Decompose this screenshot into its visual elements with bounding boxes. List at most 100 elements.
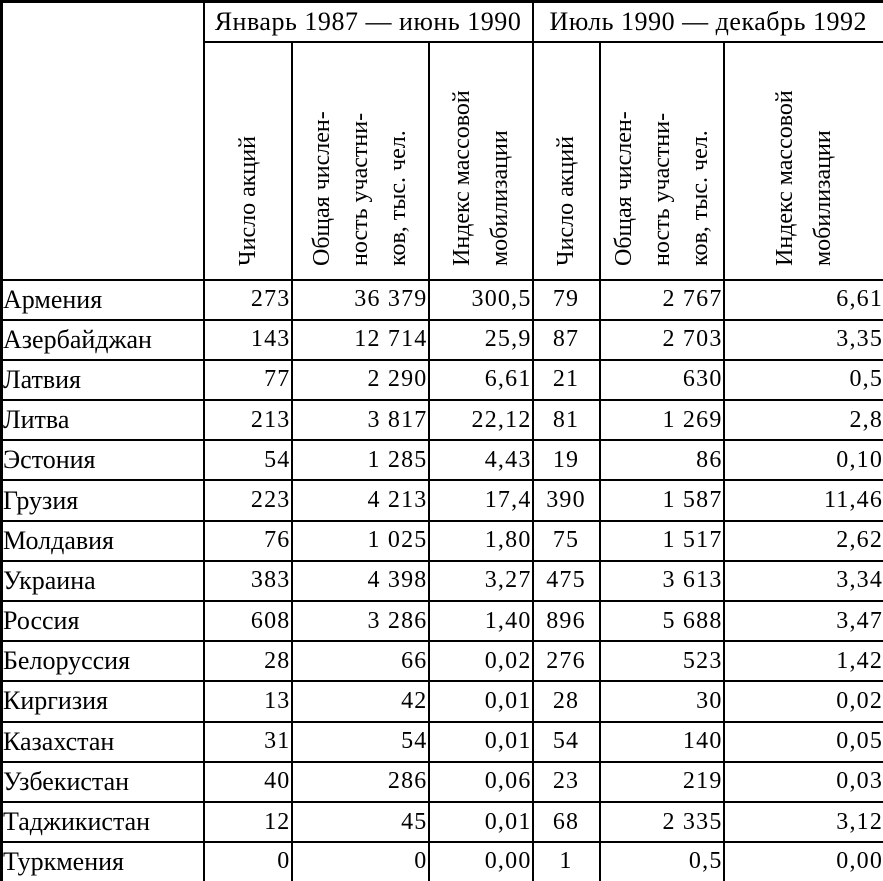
- value-cell: 475: [531, 559, 601, 603]
- value-cell: 54: [531, 720, 601, 763]
- table-row: Грузия 223 4 213 17,4 390 1 587 11,46: [0, 479, 883, 522]
- value-cell: 0,01: [427, 680, 534, 723]
- value-cell: 2 290: [290, 358, 430, 402]
- value-cell: 896: [531, 599, 601, 643]
- value-cell: 75: [531, 519, 601, 562]
- value-cell: 3,47: [722, 599, 883, 643]
- value-cell: 630: [598, 358, 725, 402]
- value-cell: 3 286: [290, 599, 430, 643]
- region-name: Азербайджан: [0, 318, 205, 361]
- value-cell: 1 269: [598, 399, 725, 442]
- value-cell: 19: [531, 439, 601, 482]
- value-cell: 3 613: [598, 559, 725, 603]
- value-cell: 86: [598, 439, 725, 482]
- value-cell: 273: [202, 278, 293, 321]
- value-cell: 1,40: [427, 599, 534, 643]
- value-cell: 68: [531, 800, 601, 844]
- value-cell: 0,5: [722, 358, 883, 402]
- value-cell: 0,05: [722, 720, 883, 763]
- region-name: Литва: [0, 399, 205, 442]
- value-cell: 22,12: [427, 399, 534, 442]
- value-cell: 81: [531, 399, 601, 442]
- value-cell: 3,27: [427, 559, 534, 603]
- value-cell: 0,00: [427, 841, 534, 881]
- value-cell: 77: [202, 358, 293, 402]
- region-name: Армения: [0, 278, 205, 321]
- value-cell: 1 285: [290, 439, 430, 482]
- region-name: Узбекистан: [0, 760, 205, 803]
- region-column-header-cell: [0, 0, 205, 281]
- vertical-label: Индекс массовой мобилизации: [771, 89, 836, 266]
- value-cell: 143: [202, 318, 293, 361]
- value-cell: 1,42: [722, 640, 883, 683]
- value-cell: 1 025: [290, 519, 430, 562]
- region-name: Латвия: [0, 358, 205, 402]
- value-cell: 54: [290, 720, 430, 763]
- table-row: Азербайджан 143 12 714 25,9 87 2 703 3,35: [0, 318, 883, 361]
- value-cell: 3,34: [722, 559, 883, 603]
- value-cell: 17,4: [427, 479, 534, 522]
- value-cell: 1: [531, 841, 601, 881]
- value-cell: 76: [202, 519, 293, 562]
- value-cell: 3 817: [290, 399, 430, 442]
- value-cell: 0,5: [598, 841, 725, 881]
- table-body: Армения 273 36 379 300,5 79 2 767 6,61 Азербайд…: [0, 278, 883, 881]
- value-cell: 23: [531, 760, 601, 803]
- vertical-label: Индекс массовой мобилизации: [448, 89, 512, 266]
- value-cell: 40: [202, 760, 293, 803]
- value-cell: 523: [598, 640, 725, 683]
- value-cell: 25,9: [427, 318, 534, 361]
- value-cell: 36 379: [290, 278, 430, 321]
- value-cell: 4,43: [427, 439, 534, 482]
- value-cell: 0: [202, 841, 293, 881]
- value-cell: 276: [531, 640, 601, 683]
- value-cell: 286: [290, 760, 430, 803]
- region-name: Украина: [0, 559, 205, 603]
- region-name: Молдавия: [0, 519, 205, 562]
- value-cell: 11,46: [722, 479, 883, 522]
- table-row: Белоруссия 28 66 0,02 276 523 1,42: [0, 640, 883, 683]
- period-2-header: Июль 1990 — декабрь 1992: [531, 0, 883, 43]
- value-cell: 2 335: [598, 800, 725, 844]
- column-header-actions-p2: Число акций: [531, 40, 601, 281]
- value-cell: 31: [202, 720, 293, 763]
- value-cell: 383: [202, 559, 293, 603]
- region-name: Россия: [0, 599, 205, 643]
- value-cell: 21: [531, 358, 601, 402]
- value-cell: 0: [290, 841, 430, 881]
- column-header-mobilization-index-p2: Индекс массовой мобилизации: [722, 40, 883, 281]
- value-cell: 608: [202, 599, 293, 643]
- value-cell: 1,80: [427, 519, 534, 562]
- column-header-actions-p1: Число акций: [202, 40, 293, 281]
- region-name: Белоруссия: [0, 640, 205, 683]
- value-cell: 300,5: [427, 278, 534, 321]
- region-name: Киргизия: [0, 680, 205, 723]
- value-cell: 13: [202, 680, 293, 723]
- value-cell: 12 714: [290, 318, 430, 361]
- value-cell: 3,12: [722, 800, 883, 844]
- value-cell: 0,01: [427, 720, 534, 763]
- column-header-row: Число акций Общая числен- ность участни-…: [2, 40, 883, 281]
- value-cell: 4 213: [290, 479, 430, 522]
- value-cell: 2 767: [598, 278, 725, 321]
- table-row: Литва 213 3 817 22,12 81 1 269 2,8: [0, 399, 883, 442]
- value-cell: 79: [531, 278, 601, 321]
- table-row: Украина 383 4 398 3,27 475 3 613 3,34: [0, 559, 883, 603]
- value-cell: 390: [531, 479, 601, 522]
- column-header-participants-p2: Общая числен- ность участни- ков, тыс. ч…: [598, 40, 725, 281]
- value-cell: 213: [202, 399, 293, 442]
- value-cell: 219: [598, 760, 725, 803]
- value-cell: 87: [531, 318, 601, 361]
- value-cell: 30: [598, 680, 725, 723]
- value-cell: 3,35: [722, 318, 883, 361]
- value-cell: 66: [290, 640, 430, 683]
- value-cell: 6,61: [427, 358, 534, 402]
- value-cell: 1 587: [598, 479, 725, 522]
- value-cell: 28: [202, 640, 293, 683]
- value-cell: 0,10: [722, 439, 883, 482]
- value-cell: 140: [598, 720, 725, 763]
- value-cell: 42: [290, 680, 430, 723]
- value-cell: 2,62: [722, 519, 883, 562]
- table-row: Армения 273 36 379 300,5 79 2 767 6,61: [0, 278, 883, 321]
- column-header-mobilization-index-p1: Индекс массовой мобилизации: [427, 40, 534, 281]
